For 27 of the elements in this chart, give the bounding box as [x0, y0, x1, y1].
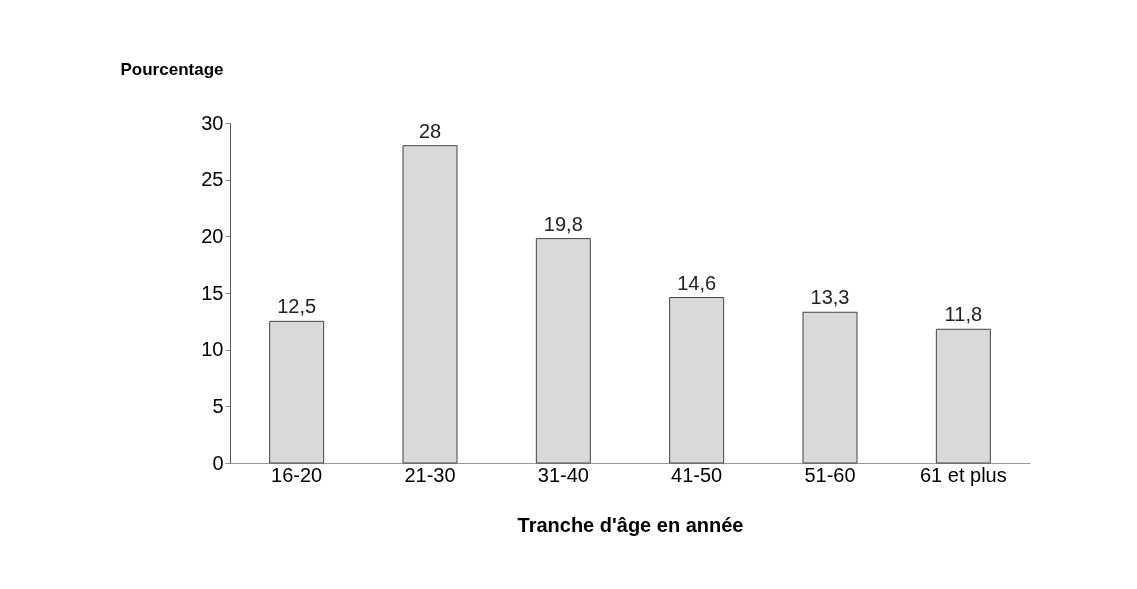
x-tick-label: 16-20	[271, 463, 323, 486]
data-label: 14,6	[677, 271, 717, 294]
data-label: 12,5	[277, 295, 317, 318]
x-tick-label: 41-50	[671, 463, 723, 486]
y-tick-label: 30	[201, 111, 224, 134]
y-tick-label: 10	[201, 338, 224, 361]
y-tick-label: 0	[212, 451, 224, 474]
bar	[669, 297, 725, 464]
y-tick-label: 25	[201, 168, 224, 191]
x-tick-label: 21-30	[404, 463, 456, 486]
y-axis-title: Pourcentage	[120, 59, 224, 79]
y-tick-label: 5	[212, 394, 224, 417]
bar	[935, 328, 991, 464]
x-tick-label: 31-40	[537, 463, 589, 486]
x-tick-label: 51-60	[804, 463, 856, 486]
data-label: 11,8	[944, 303, 983, 326]
y-tick-label: 20	[201, 224, 224, 247]
bar	[802, 311, 858, 464]
bar	[269, 320, 325, 464]
data-label: 19,8	[543, 212, 583, 235]
x-axis-title: Tranche d'âge en année	[517, 513, 744, 536]
bar	[535, 238, 591, 464]
bar	[402, 145, 458, 464]
data-label: 13,3	[810, 286, 850, 309]
y-tick-label: 15	[201, 281, 224, 304]
data-label: 28	[418, 119, 442, 142]
x-tick-label: 61 et plus	[919, 463, 1007, 486]
